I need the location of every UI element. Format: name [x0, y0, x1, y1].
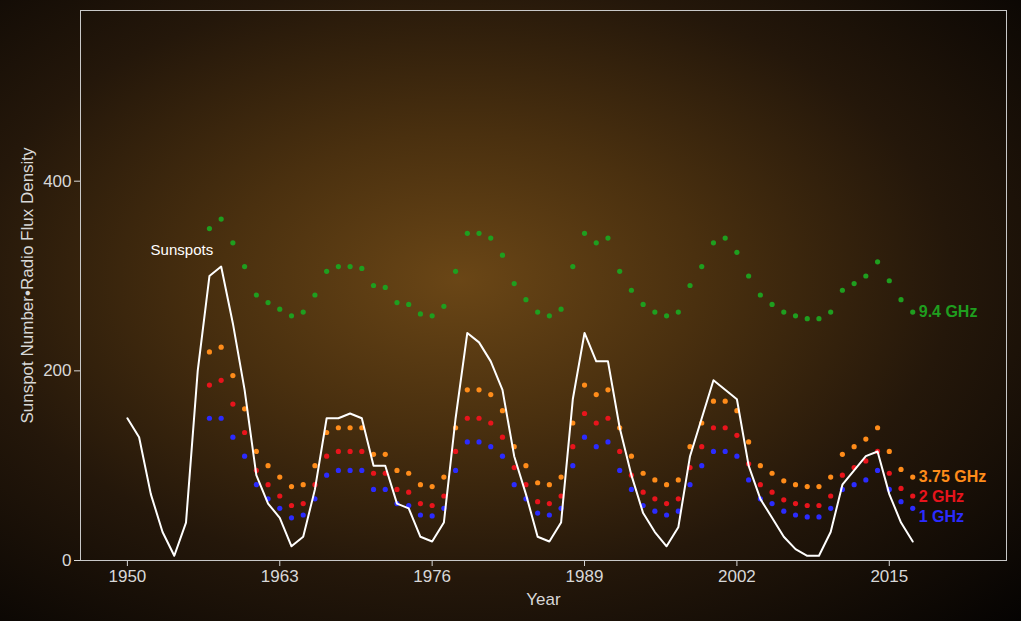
- svg-text:2 GHz: 2 GHz: [919, 488, 964, 505]
- svg-text:9.4 GHz: 9.4 GHz: [919, 303, 978, 320]
- svg-text:3.75 GHz: 3.75 GHz: [919, 468, 987, 485]
- svg-text:1950: 1950: [108, 567, 146, 586]
- svg-text:0: 0: [62, 551, 71, 570]
- svg-text:200: 200: [43, 361, 71, 380]
- svg-text:1976: 1976: [413, 567, 451, 586]
- svg-text:1963: 1963: [261, 567, 299, 586]
- svg-text:2015: 2015: [870, 567, 908, 586]
- svg-text:2002: 2002: [718, 567, 756, 586]
- svg-text:400: 400: [43, 172, 71, 191]
- svg-text:Sunspots: Sunspots: [151, 241, 214, 258]
- svg-text:Year: Year: [526, 590, 561, 609]
- svg-text:1989: 1989: [566, 567, 604, 586]
- svg-text:Sunspot Number•Radio Flux Dens: Sunspot Number•Radio Flux Density: [18, 147, 37, 424]
- svg-text:1 GHz: 1 GHz: [919, 508, 964, 525]
